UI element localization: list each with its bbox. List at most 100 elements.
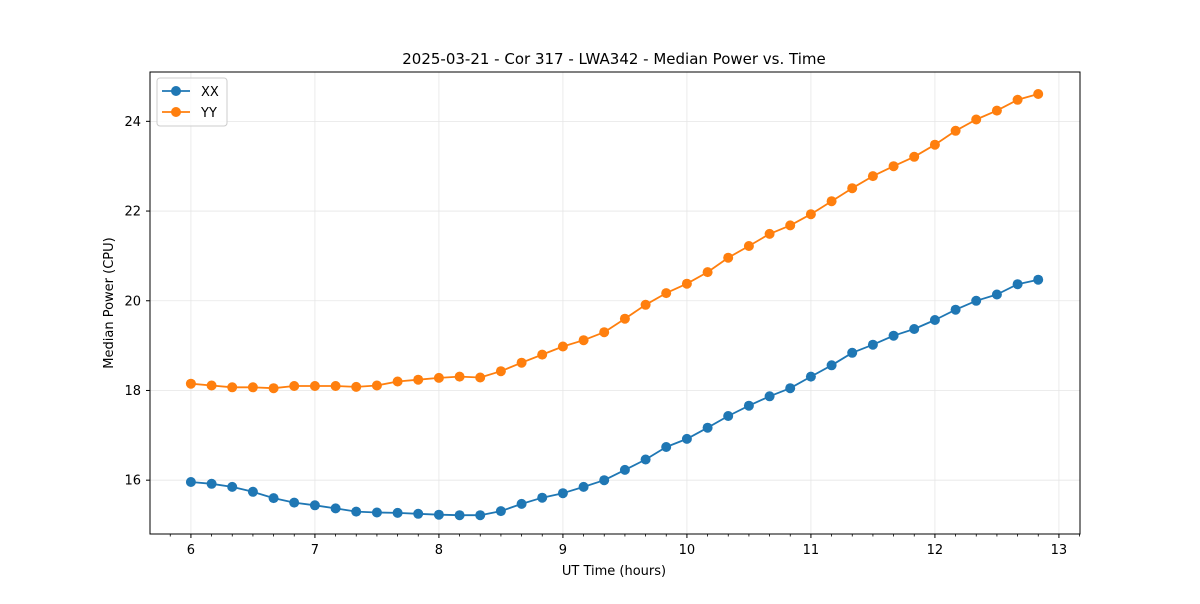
data-point-yy xyxy=(392,376,403,387)
legend-label-yy: YY xyxy=(200,106,217,121)
y-tick-label: 22 xyxy=(124,205,141,220)
data-point-xx xyxy=(950,304,961,315)
legend: XX YY xyxy=(156,77,228,127)
data-point-xx xyxy=(1033,274,1044,285)
x-tick-label: 9 xyxy=(559,543,567,558)
data-point-yy xyxy=(971,114,982,125)
data-point-yy xyxy=(867,171,878,182)
data-point-xx xyxy=(619,464,630,475)
data-point-xx xyxy=(413,508,424,519)
data-point-xx xyxy=(1012,279,1023,290)
data-point-xx xyxy=(723,411,734,421)
data-point-xx xyxy=(847,347,858,358)
data-point-xx xyxy=(454,510,465,521)
y-tick-label: 24 xyxy=(124,115,141,130)
data-point-xx xyxy=(805,371,816,382)
data-point-yy xyxy=(764,228,775,239)
data-point-xx xyxy=(599,475,610,486)
data-point-xx xyxy=(661,442,672,452)
data-point-yy xyxy=(557,341,568,352)
data-point-yy xyxy=(785,220,796,231)
data-point-yy xyxy=(847,183,858,194)
data-point-xx xyxy=(578,481,589,492)
x-tick-label: 12 xyxy=(927,543,944,558)
data-point-xx xyxy=(227,481,238,492)
data-point-xx xyxy=(371,507,382,518)
data-point-xx xyxy=(702,422,713,433)
x-tick-label: 11 xyxy=(803,543,820,558)
data-point-yy xyxy=(227,382,238,393)
data-point-yy xyxy=(247,382,258,393)
x-tick-label: 7 xyxy=(311,543,319,558)
x-tick-label: 8 xyxy=(435,543,443,558)
data-point-yy xyxy=(371,380,382,391)
data-point-xx xyxy=(971,295,982,306)
data-point-yy xyxy=(433,372,444,383)
data-point-yy xyxy=(206,380,217,391)
data-point-xx xyxy=(268,493,279,504)
data-point-yy xyxy=(495,366,506,377)
data-point-yy xyxy=(1012,94,1023,105)
data-point-xx xyxy=(764,391,775,402)
data-point-yy xyxy=(702,267,713,278)
data-point-yy xyxy=(909,151,920,162)
y-tick-label: 16 xyxy=(124,474,141,489)
data-point-yy xyxy=(723,252,734,263)
data-point-xx xyxy=(640,454,651,465)
data-point-xx xyxy=(330,503,341,514)
legend-label-xx: XX xyxy=(201,85,219,100)
data-point-yy xyxy=(640,299,651,310)
data-point-xx xyxy=(785,383,796,394)
data-point-xx xyxy=(309,500,320,511)
data-point-yy xyxy=(661,288,672,299)
data-point-yy xyxy=(950,125,961,136)
data-point-yy xyxy=(681,278,692,289)
data-point-xx xyxy=(991,289,1002,300)
data-point-yy xyxy=(929,139,940,150)
data-point-xx xyxy=(247,486,258,497)
x-tick-label: 6 xyxy=(187,543,195,558)
data-point-xx xyxy=(537,492,548,503)
data-point-yy xyxy=(599,327,610,338)
data-point-xx xyxy=(743,400,754,411)
series-layer xyxy=(185,89,1044,521)
data-point-xx xyxy=(867,339,878,350)
data-point-xx xyxy=(392,507,403,518)
data-point-yy xyxy=(537,349,548,360)
data-point-yy xyxy=(413,374,424,385)
x-axis-label: UT Time (hours) xyxy=(562,564,666,579)
data-point-xx xyxy=(433,509,444,520)
data-point-xx xyxy=(557,488,568,499)
data-point-yy xyxy=(185,378,196,389)
chart-title: 2025-03-21 - Cor 317 - LWA342 - Median P… xyxy=(402,50,826,68)
data-point-xx xyxy=(888,330,899,341)
data-point-xx xyxy=(495,506,506,517)
data-point-yy xyxy=(289,381,300,391)
data-point-yy xyxy=(619,313,630,324)
data-point-yy xyxy=(268,383,279,394)
data-point-yy xyxy=(351,381,362,392)
data-point-xx xyxy=(516,498,527,509)
y-tick-label: 20 xyxy=(124,294,141,309)
x-tick-label: 10 xyxy=(679,543,696,558)
x-tick-label: 13 xyxy=(1051,543,1068,558)
data-point-xx xyxy=(475,510,486,521)
data-point-yy xyxy=(330,381,341,391)
data-point-yy xyxy=(454,371,465,382)
axis-ticks: 6 7 8 9 10 11 12 13 16 18 20 22 24 xyxy=(124,115,1080,558)
y-tick-label: 18 xyxy=(124,384,141,399)
data-point-xx xyxy=(681,433,692,444)
data-point-yy xyxy=(578,335,589,346)
data-point-yy xyxy=(475,372,486,383)
legend-marker-xx xyxy=(171,86,181,96)
data-point-yy xyxy=(516,357,527,368)
data-point-yy xyxy=(743,241,754,251)
grid xyxy=(150,72,1080,534)
data-point-xx xyxy=(185,477,196,487)
data-point-yy xyxy=(826,196,837,207)
data-point-xx xyxy=(351,506,362,517)
data-point-xx xyxy=(909,324,920,334)
data-point-yy xyxy=(888,161,899,172)
